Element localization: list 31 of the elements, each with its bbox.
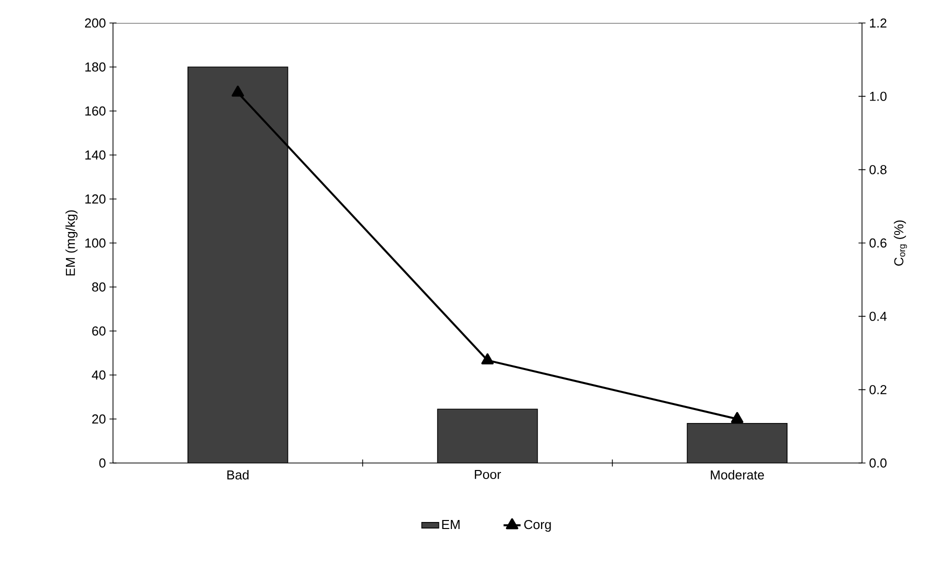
y2-tick-label: 0.4: [870, 312, 887, 321]
bar: [188, 66, 288, 463]
y-tick-label: 60: [92, 326, 106, 336]
point: [730, 412, 744, 423]
y-tick-label: 20: [92, 414, 106, 424]
y2-axis-title: C$_{org}$ (%): [894, 220, 907, 266]
y2-tick-label: 1.2: [870, 18, 886, 28]
point: [481, 353, 494, 364]
y-tick-label: 100: [85, 238, 106, 248]
y-tick-label: 120: [85, 194, 106, 204]
y-axis-title: EM (mg/kg): [65, 210, 78, 276]
legend-label: Corg: [524, 520, 551, 532]
y-tick-label: 40: [92, 370, 106, 380]
y-tick-label: 180: [85, 62, 106, 72]
x-tick-label: Bad: [227, 470, 249, 480]
y2-tick-label: 1.0: [870, 92, 887, 101]
x-tick-label: Poor: [474, 470, 501, 480]
y2-tick-label: 0.8: [870, 165, 886, 174]
y2-tick-label: 0.6: [870, 238, 886, 248]
y2-tick-label: 0.2: [870, 385, 886, 394]
x-tick-label: Moderate: [710, 470, 764, 480]
y2-tick-label: 0.0: [870, 458, 887, 468]
y-tick-label: 200: [85, 18, 106, 28]
bar: [686, 423, 788, 463]
legend-label: EM: [442, 520, 460, 529]
point: [232, 86, 244, 97]
y-tick-label: 160: [85, 106, 106, 116]
bar: [438, 409, 538, 463]
y-tick-label: 80: [92, 282, 106, 292]
y-tick-label: 140: [85, 150, 106, 160]
y-tick-label: 0: [99, 458, 106, 468]
